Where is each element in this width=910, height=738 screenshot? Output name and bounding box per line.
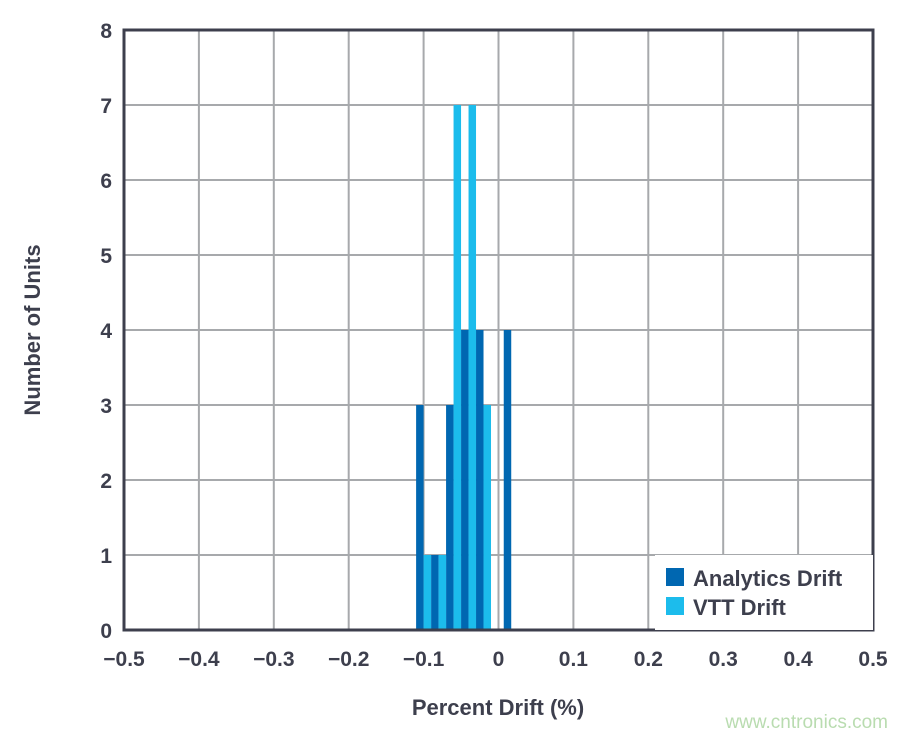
y-tick-label: 4 xyxy=(100,320,112,343)
legend-swatch-vtt xyxy=(666,597,684,615)
x-tick-label: −0.2 xyxy=(328,648,369,671)
y-axis-title: Number of Units xyxy=(20,244,45,415)
y-tick-label: 0 xyxy=(100,620,112,643)
y-tick-label: 7 xyxy=(100,95,112,118)
bar-vtt xyxy=(438,555,447,630)
y-tick-labels: 0 1 2 3 4 5 6 7 8 xyxy=(100,20,112,643)
legend-swatch-analytics xyxy=(666,568,684,586)
bar-analytics xyxy=(503,330,512,630)
x-tick-label: 0.2 xyxy=(634,648,663,671)
plot-frame xyxy=(122,28,875,632)
bar-analytics xyxy=(476,330,484,630)
legend-box xyxy=(655,555,873,630)
bars xyxy=(416,105,512,630)
legend-label-vtt: VTT Drift xyxy=(693,595,787,620)
legend: Analytics Drift VTT Drift xyxy=(655,555,873,630)
legend-label-analytics: Analytics Drift xyxy=(693,566,843,591)
grid xyxy=(123,29,874,631)
bar-vtt xyxy=(453,105,462,630)
bar-vtt xyxy=(468,105,477,630)
y-tick-label: 8 xyxy=(100,20,112,43)
x-tick-label: −0.1 xyxy=(403,648,445,671)
bar-analytics xyxy=(416,405,424,630)
bar-analytics xyxy=(446,405,454,630)
x-tick-label: 0.5 xyxy=(858,648,888,671)
watermark: www.cntronics.com xyxy=(724,712,888,733)
y-tick-label: 6 xyxy=(100,170,112,193)
x-axis-title: Percent Drift (%) xyxy=(412,695,584,720)
x-tick-label: 0.4 xyxy=(783,648,813,671)
x-tick-label: 0.1 xyxy=(559,648,589,671)
bar-vtt xyxy=(423,555,432,630)
x-tick-labels: −0.5 −0.4 −0.3 −0.2 −0.1 0 0.1 0.2 0.3 0.4 0.5 xyxy=(103,648,888,671)
y-tick-label: 3 xyxy=(100,395,112,418)
bar-analytics xyxy=(461,330,469,630)
x-tick-label: −0.3 xyxy=(253,648,294,671)
y-tick-label: 1 xyxy=(100,545,112,568)
bar-analytics xyxy=(431,555,439,630)
x-tick-label: 0 xyxy=(493,648,505,671)
y-tick-label: 2 xyxy=(100,470,112,493)
x-tick-label: −0.5 xyxy=(103,648,145,671)
x-tick-label: 0.3 xyxy=(709,648,738,671)
y-tick-label: 5 xyxy=(100,245,112,268)
bar-vtt xyxy=(483,405,492,630)
x-tick-label: −0.4 xyxy=(178,648,220,671)
